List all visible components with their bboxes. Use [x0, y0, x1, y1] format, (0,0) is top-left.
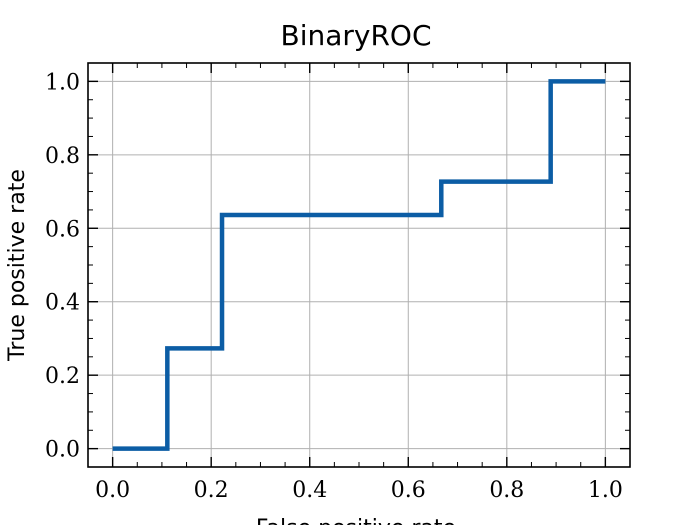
- chart-title: BinaryROC: [280, 19, 431, 52]
- y-tick-label-1: 0.2: [45, 364, 80, 389]
- x-tick-label-5: 1.0: [588, 478, 623, 503]
- y-tick-label-4: 0.8: [45, 144, 80, 169]
- x-tick-label-1: 0.2: [194, 478, 229, 503]
- y-tick-label-2: 0.4: [45, 291, 80, 316]
- roc-curve-0: [112, 79, 606, 451]
- y-tick-label-0: 0.0: [45, 438, 80, 463]
- x-tick-label-4: 0.8: [489, 478, 524, 503]
- y-tick-label-5: 1.0: [45, 70, 80, 95]
- x-tick-label-2: 0.4: [292, 478, 327, 503]
- y-axis-label: True positive rate: [5, 169, 30, 362]
- x-tick-label-3: 0.6: [391, 478, 426, 503]
- x-axis-label: False positive rate: [256, 516, 456, 525]
- y-tick-label-3: 0.6: [45, 217, 80, 242]
- x-tick-label-0: 0.0: [95, 478, 130, 503]
- plot-area: 0.0 0.2 0.4 0.6 0.8 1.0 0.0 0.2 0.4 0.6 0.8 1.0: [45, 62, 631, 503]
